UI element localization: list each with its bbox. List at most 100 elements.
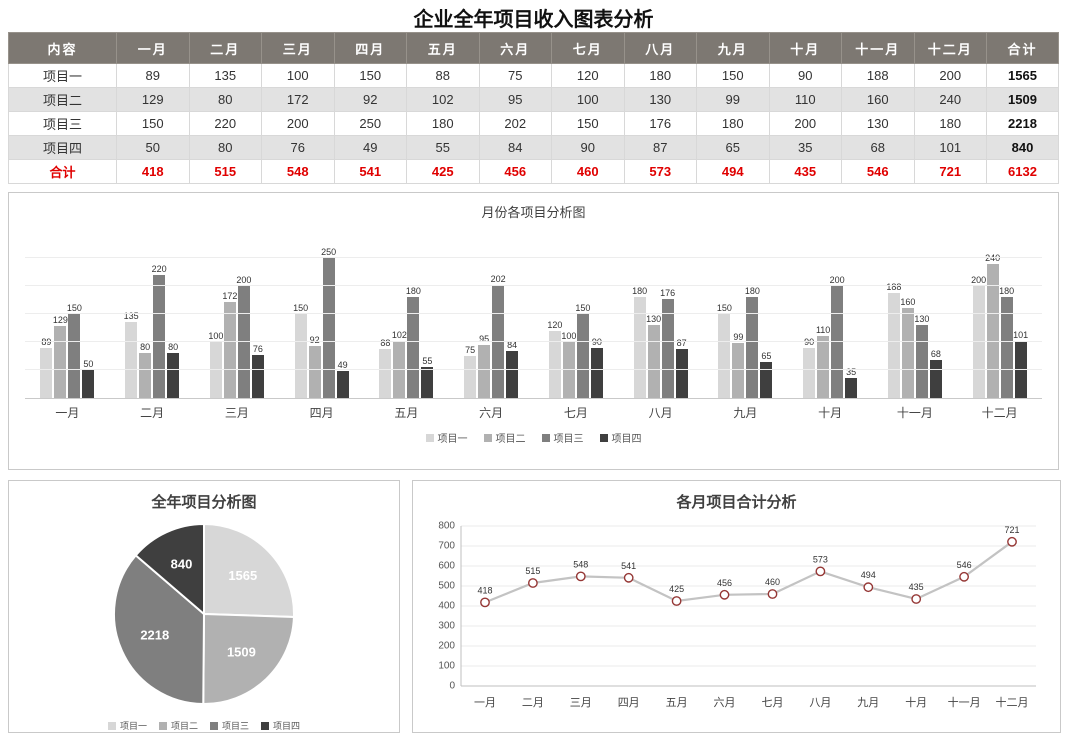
value-cell[interactable]: 90: [768, 63, 842, 88]
value-cell[interactable]: 88: [406, 63, 480, 88]
row-total-cell[interactable]: 840: [986, 135, 1059, 160]
value-cell[interactable]: 200: [261, 111, 335, 136]
value-cell[interactable]: 494: [696, 159, 770, 184]
value-cell[interactable]: 240: [913, 87, 987, 112]
value-cell[interactable]: 418: [116, 159, 190, 184]
table-row: 项目三 150 220 200 250 180 202 150 176 180 200 130 180 2…: [8, 111, 1059, 136]
value-cell[interactable]: 180: [913, 111, 987, 136]
value-cell[interactable]: 546: [841, 159, 915, 184]
value-cell[interactable]: 202: [478, 111, 552, 136]
col-header-month[interactable]: 十一月: [841, 32, 915, 64]
row-total-cell[interactable]: 6132: [986, 159, 1059, 184]
value-cell[interactable]: 573: [623, 159, 697, 184]
value-cell[interactable]: 35: [768, 135, 842, 160]
col-header-month[interactable]: 七月: [551, 32, 625, 64]
col-header-month[interactable]: 十月: [768, 32, 842, 64]
col-header-content[interactable]: 内容: [8, 32, 117, 64]
col-header-month[interactable]: 三月: [261, 32, 335, 64]
col-header-month[interactable]: 十二月: [913, 32, 987, 64]
row-total-cell[interactable]: 2218: [986, 111, 1059, 136]
legend-item: 项目二: [158, 719, 198, 732]
value-cell[interactable]: 80: [188, 135, 262, 160]
value-cell[interactable]: 92: [333, 87, 407, 112]
value-cell[interactable]: 80: [188, 87, 262, 112]
value-cell[interactable]: 188: [841, 63, 915, 88]
row-total-cell[interactable]: 1509: [986, 87, 1059, 112]
row-label-cell[interactable]: 项目四: [8, 135, 117, 160]
value-cell[interactable]: 150: [333, 63, 407, 88]
value-cell[interactable]: 515: [188, 159, 262, 184]
y-tick-label: 400: [438, 601, 455, 612]
value-cell[interactable]: 135: [188, 63, 262, 88]
value-cell[interactable]: 130: [623, 87, 697, 112]
value-cell[interactable]: 90: [551, 135, 625, 160]
value-cell[interactable]: 65: [696, 135, 770, 160]
value-cell[interactable]: 548: [261, 159, 335, 184]
bar: [647, 325, 660, 398]
value-cell[interactable]: 75: [478, 63, 552, 88]
value-cell[interactable]: 89: [116, 63, 190, 88]
value-cell[interactable]: 87: [623, 135, 697, 160]
value-cell[interactable]: 76: [261, 135, 335, 160]
value-cell[interactable]: 456: [478, 159, 552, 184]
col-header-month[interactable]: 八月: [623, 32, 697, 64]
row-total-cell[interactable]: 1565: [986, 63, 1059, 88]
row-label-cell[interactable]: 项目三: [8, 111, 117, 136]
value-cell[interactable]: 100: [551, 87, 625, 112]
value-cell[interactable]: 150: [116, 111, 190, 136]
value-cell[interactable]: 435: [768, 159, 842, 184]
value-cell[interactable]: 110: [768, 87, 842, 112]
col-header-month[interactable]: 二月: [188, 32, 262, 64]
pie-slice: [134, 522, 205, 617]
value-cell[interactable]: 180: [623, 63, 697, 88]
value-cell[interactable]: 180: [406, 111, 480, 136]
col-header-month[interactable]: 九月: [696, 32, 770, 64]
col-header-month[interactable]: 五月: [406, 32, 480, 64]
row-label-cell[interactable]: 项目一: [8, 63, 117, 88]
value-cell[interactable]: 68: [841, 135, 915, 160]
bar-value-label: 92: [309, 335, 320, 345]
value-cell[interactable]: 50: [116, 135, 190, 160]
value-cell[interactable]: 541: [333, 159, 407, 184]
value-cell[interactable]: 150: [696, 63, 770, 88]
row-label-cell[interactable]: 合计: [8, 159, 117, 184]
bar-value-label: 200: [971, 275, 987, 285]
value-cell[interactable]: 425: [406, 159, 480, 184]
value-cell[interactable]: 200: [913, 63, 987, 88]
value-cell[interactable]: 130: [841, 111, 915, 136]
bar-column: 150: [293, 303, 308, 398]
value-cell[interactable]: 95: [478, 87, 552, 112]
bar: [845, 378, 858, 398]
value-cell[interactable]: 220: [188, 111, 262, 136]
bar-column: 200: [830, 275, 845, 398]
value-cell[interactable]: 250: [333, 111, 407, 136]
value-cell[interactable]: 721: [913, 159, 987, 184]
col-header-month[interactable]: 四月: [333, 32, 407, 64]
value-cell[interactable]: 102: [406, 87, 480, 112]
value-cell[interactable]: 172: [261, 87, 335, 112]
value-cell[interactable]: 460: [551, 159, 625, 184]
col-header-month[interactable]: 六月: [478, 32, 552, 64]
pie-value-label: 840: [171, 556, 193, 571]
value-cell[interactable]: 100: [261, 63, 335, 88]
value-cell[interactable]: 84: [478, 135, 552, 160]
value-cell[interactable]: 49: [333, 135, 407, 160]
value-cell[interactable]: 55: [406, 135, 480, 160]
point-value-label: 546: [957, 560, 972, 570]
page-title: 企业全年项目收入图表分析: [413, 9, 654, 31]
col-header-total[interactable]: 合计: [986, 32, 1059, 64]
value-cell[interactable]: 120: [551, 63, 625, 88]
row-label-cell[interactable]: 项目二: [8, 87, 117, 112]
value-cell[interactable]: 180: [696, 111, 770, 136]
col-header-month[interactable]: 一月: [116, 32, 190, 64]
value-cell[interactable]: 200: [768, 111, 842, 136]
x-axis-label: 八月: [648, 406, 673, 420]
table-body: 项目一 89 135 100 150 88 75 120 180 150 90 188 200 1565 项…: [8, 63, 1059, 184]
value-cell[interactable]: 101: [913, 135, 987, 160]
pie-slice: [202, 612, 295, 706]
value-cell[interactable]: 150: [551, 111, 625, 136]
value-cell[interactable]: 99: [696, 87, 770, 112]
value-cell[interactable]: 129: [116, 87, 190, 112]
value-cell[interactable]: 160: [841, 87, 915, 112]
value-cell[interactable]: 176: [623, 111, 697, 136]
